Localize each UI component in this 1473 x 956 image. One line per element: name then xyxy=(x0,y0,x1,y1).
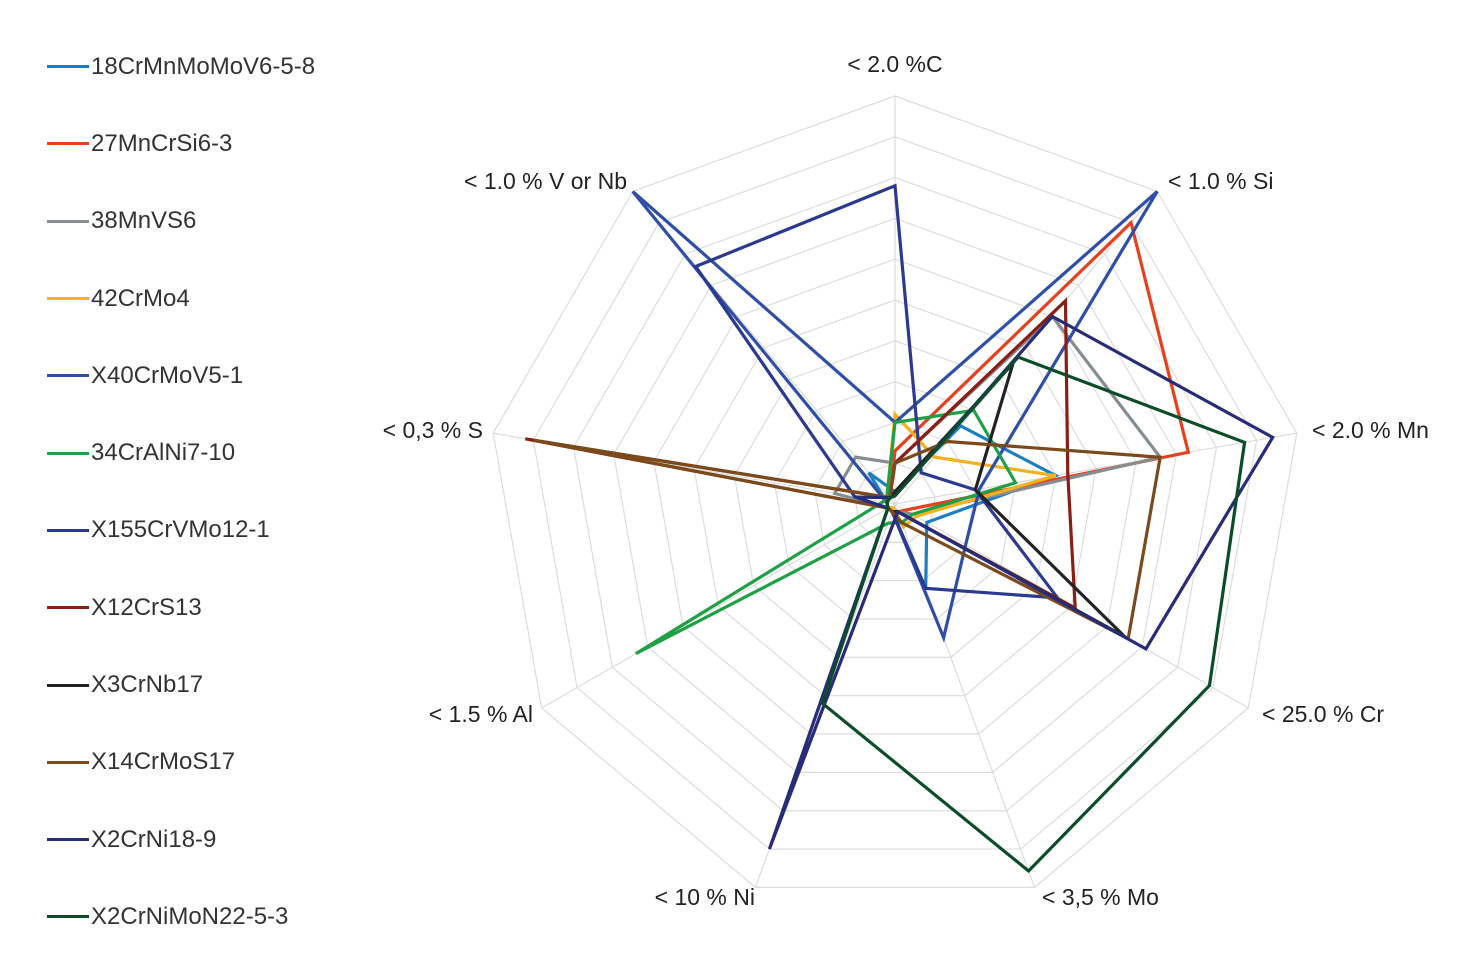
legend-label: X12CrS13 xyxy=(91,593,202,621)
axis-label: < 2.0 % Mn xyxy=(1312,417,1429,443)
legend-swatch xyxy=(47,219,89,223)
series-line-X40CrMoV5-1 xyxy=(631,190,1159,643)
legend-item: X14CrMoS17 xyxy=(47,724,315,801)
legend-item: X2CrNiMoN22-5-3 xyxy=(47,878,315,955)
axis-label: < 25.0 % Cr xyxy=(1262,701,1384,727)
axis-label: < 10 % Ni xyxy=(655,884,755,910)
series-line-X155CrVMo12-1 xyxy=(693,183,1061,600)
legend-swatch xyxy=(47,142,89,146)
legend-label: 27MnCrSi6-3 xyxy=(91,129,233,157)
legend-label: 38MnVS6 xyxy=(91,207,197,235)
legend-label: 42CrMo4 xyxy=(91,284,190,312)
grid-ring xyxy=(814,421,976,582)
series-line-34CrAlNi7-10 xyxy=(635,408,1018,656)
legend-swatch xyxy=(47,297,89,301)
legend-item: X2CrNi18-9 xyxy=(47,801,315,878)
series-line-X2CrNi18-9 xyxy=(767,314,1275,850)
axis-label: < 1.0 % Si xyxy=(1168,168,1273,194)
grid-ring xyxy=(854,462,936,543)
legend-swatch xyxy=(47,760,89,764)
legend-label: 18CrMnMoMoV6-5-8 xyxy=(91,52,316,80)
grid-ring xyxy=(693,299,1097,697)
axis-label: < 1.5 % Al xyxy=(429,701,533,727)
axis-label: < 2.0 %C xyxy=(847,51,942,77)
legend-item: 34CrAlNi7-10 xyxy=(47,414,315,491)
legend-swatch xyxy=(47,606,89,610)
legend-item: X155CrVMo12-1 xyxy=(47,492,315,569)
legend-swatch xyxy=(47,374,89,378)
legend-swatch xyxy=(47,838,89,842)
legend-swatch xyxy=(47,65,89,69)
axis-spoke xyxy=(894,432,1297,505)
grid-ring xyxy=(572,176,1218,812)
legend-label: X155CrVMo12-1 xyxy=(91,516,270,544)
grid-ring xyxy=(653,258,1137,735)
legend-label: X3CrNb17 xyxy=(91,671,204,699)
legend-item: 38MnVS6 xyxy=(47,183,315,260)
legend-swatch xyxy=(47,451,89,455)
legend-label: 34CrAlNi7-10 xyxy=(91,439,236,467)
radar-series xyxy=(525,183,1275,874)
legend-label: X2CrNiMoN22-5-3 xyxy=(91,902,289,930)
grid-ring xyxy=(532,136,1258,850)
grid-ring xyxy=(492,95,1298,888)
legend-item: X40CrMoV5-1 xyxy=(47,337,315,414)
axis-label: < 3,5 % Mo xyxy=(1042,884,1159,910)
legend-label: X2CrNi18-9 xyxy=(91,825,217,853)
legend-item: X3CrNb17 xyxy=(47,646,315,723)
grid-ring xyxy=(613,217,1177,773)
legend: 18CrMnMoMoV6-5-8 27MnCrSi6-3 38MnVS6 42CrMo… xyxy=(47,28,315,956)
axis-labels: < 2.0 %C < 1.0 % Si < 2.0 % Mn < 25.0 % Cr <… xyxy=(383,51,1429,910)
axis-spoke xyxy=(541,503,896,709)
legend-label: X14CrMoS17 xyxy=(91,748,236,776)
axis-label: < 0,3 % S xyxy=(383,417,483,443)
legend-swatch xyxy=(47,528,89,532)
grid-ring xyxy=(733,340,1057,658)
legend-swatch xyxy=(47,683,89,687)
legend-item: 27MnCrSi6-3 xyxy=(47,105,315,182)
legend-item: X12CrS13 xyxy=(47,569,315,646)
legend-item: 42CrMo4 xyxy=(47,260,315,337)
legend-swatch xyxy=(47,915,89,919)
series-line-X2CrNiMoN22-5-3 xyxy=(820,355,1247,874)
legend-label: X40CrMoV5-1 xyxy=(91,361,244,389)
legend-item: 18CrMnMoMoV6-5-8 xyxy=(47,28,315,105)
axis-label: < 1.0 % V or Nb xyxy=(464,168,627,194)
